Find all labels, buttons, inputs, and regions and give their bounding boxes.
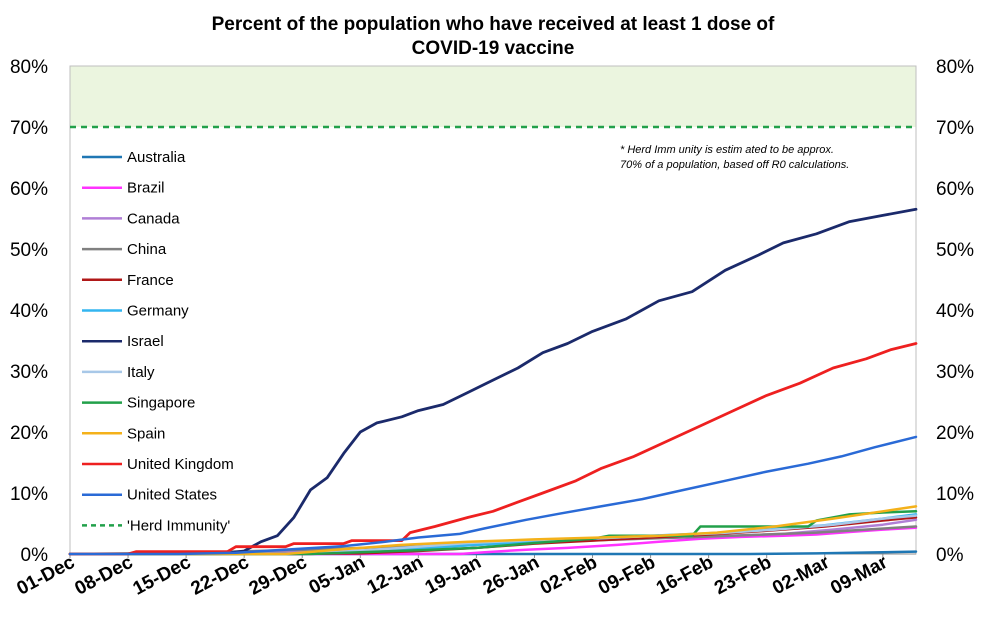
series-line-brazil — [68, 526, 918, 556]
y-tick-label-left: 30% — [10, 362, 48, 383]
y-tick-label-left: 70% — [10, 118, 48, 139]
y-tick-label-right: 80% — [936, 57, 974, 78]
y-tick-label-left: 80% — [10, 57, 48, 78]
legend-label-italy: Italy — [127, 364, 155, 381]
y-tick-label-left: 0% — [21, 545, 49, 566]
legend: Australia Brazil Canada China France Germany I… — [82, 149, 234, 534]
y-tick-label-right: 70% — [936, 118, 974, 139]
y-tick-label-right: 50% — [936, 240, 974, 261]
legend-label-united-kingdom: United Kingdom — [127, 456, 234, 473]
y-tick-label-left: 60% — [10, 179, 48, 200]
y-tick-label-left: 40% — [10, 301, 48, 322]
y-tick-label-right: 10% — [936, 484, 974, 505]
y-tick-label-left: 50% — [10, 240, 48, 261]
legend-label-brazil: Brazil — [127, 180, 165, 197]
legend-label-israel: Israel — [127, 333, 164, 350]
y-tick-label-left: 10% — [10, 484, 48, 505]
herd-immunity-band — [70, 66, 916, 127]
y-tick-label-right: 30% — [936, 362, 974, 383]
series-lines — [68, 207, 918, 556]
herd-immunity-note-line-1: * Herd Imm unity is estim ated to be app… — [620, 144, 834, 156]
series-line-united-states — [68, 435, 918, 556]
legend-label-spain: Spain — [127, 425, 165, 442]
series-line-israel — [68, 207, 918, 556]
legend-label-herd-immunity: 'Herd Immunity' — [127, 517, 230, 534]
y-tick-label-right: 20% — [936, 423, 974, 444]
legend-label-australia: Australia — [127, 149, 186, 166]
y-axis-right-ticks: 0% 10% 20% 30% 40% 50% 60% 70% 80% — [936, 57, 974, 566]
series-line-united-kingdom — [68, 342, 918, 556]
series-line-spain — [68, 505, 918, 556]
chart-title-line-2: COVID-19 vaccine — [412, 38, 575, 59]
y-axis-left-ticks: 0% 10% 20% 30% 40% 50% 60% 70% 80% — [10, 57, 48, 566]
legend-label-united-states: United States — [127, 487, 217, 504]
legend-label-singapore: Singapore — [127, 395, 195, 412]
legend-label-france: France — [127, 272, 174, 289]
series-line-singapore — [68, 510, 918, 556]
herd-immunity-note-line-2: 70% of a population, based off R0 calcul… — [620, 159, 849, 171]
y-tick-label-right: 40% — [936, 301, 974, 322]
y-tick-label-right: 60% — [936, 179, 974, 200]
chart-title-line-1: Percent of the population who have recei… — [212, 14, 775, 35]
y-tick-label-left: 20% — [10, 423, 48, 444]
legend-label-china: China — [127, 241, 167, 258]
legend-label-canada: Canada — [127, 210, 180, 227]
y-tick-label-right: 0% — [936, 545, 964, 566]
legend-label-germany: Germany — [127, 303, 189, 320]
